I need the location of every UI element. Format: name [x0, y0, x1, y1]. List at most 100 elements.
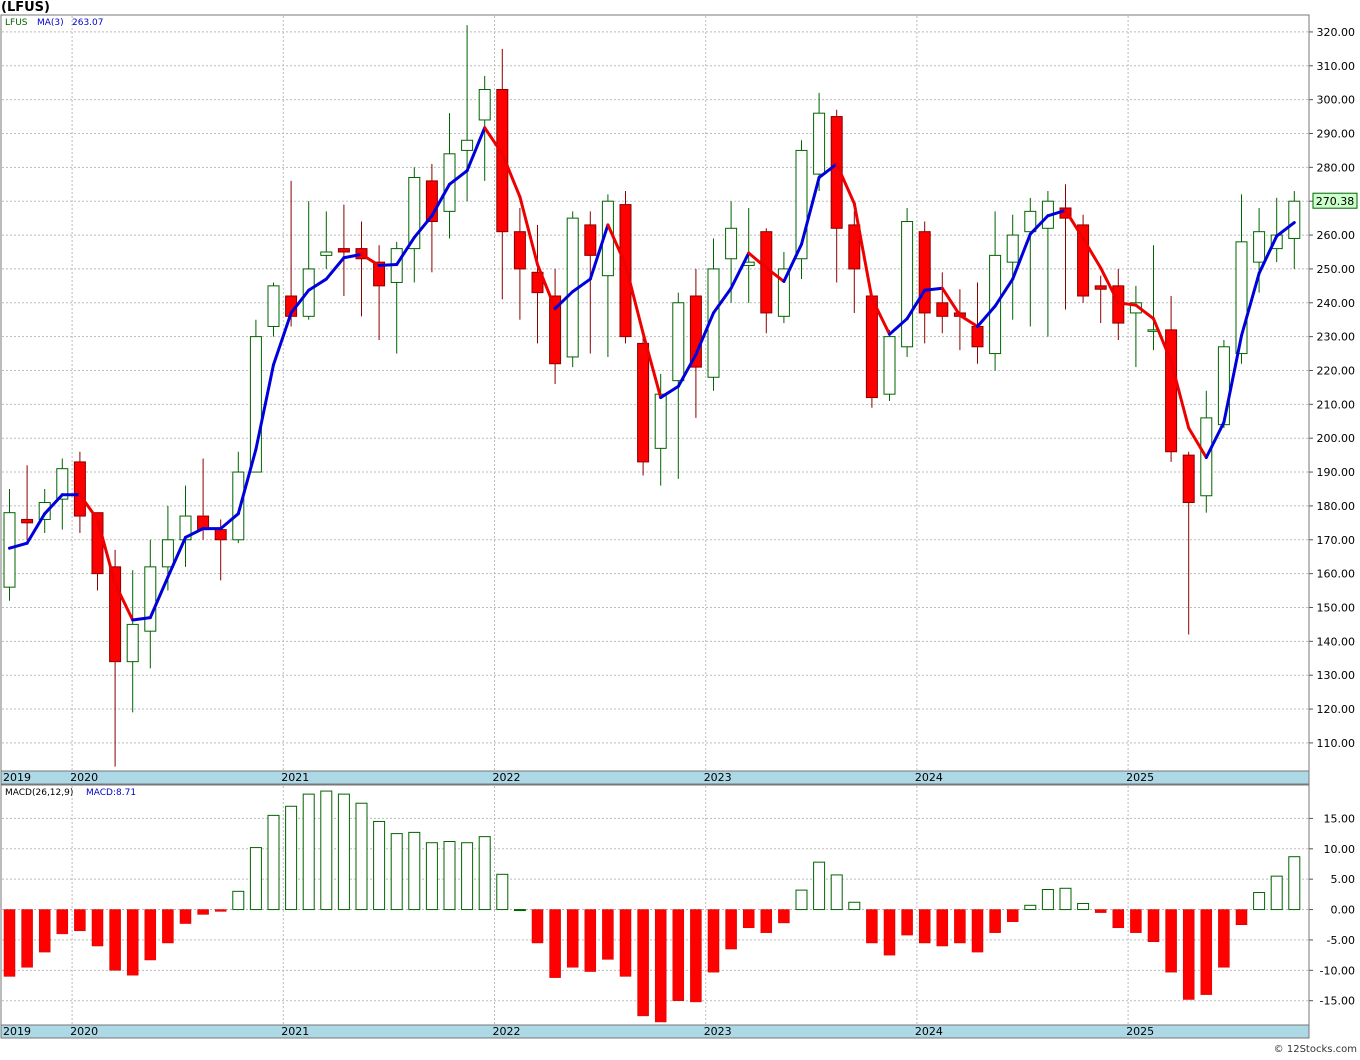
candle-body: [1217, 346, 1230, 426]
candle: [689, 268, 702, 418]
candle-body: [549, 295, 562, 365]
price-tick-label: 310.00: [1317, 60, 1356, 73]
ma-segment: [448, 169, 469, 186]
last-price-box: [1312, 192, 1358, 209]
candle-body: [936, 302, 949, 317]
ma-segment: [1204, 420, 1226, 459]
macd-bar: [918, 909, 931, 944]
ma-segment: [536, 263, 557, 311]
date-label: 2022: [493, 771, 521, 784]
ma-segment: [923, 286, 944, 292]
date-label: 2020: [70, 771, 98, 784]
candle-body: [373, 261, 386, 287]
macd-bar: [408, 831, 421, 911]
candle: [936, 272, 949, 334]
ma-segment: [764, 266, 786, 283]
ma-segment: [43, 493, 64, 516]
ma-segment: [993, 277, 1015, 308]
macd-tick-label: 0.00: [1331, 904, 1356, 917]
price-tick-label: 230.00: [1317, 331, 1356, 344]
candle-body: [144, 566, 157, 632]
watermark: © 12Stocks.com: [1274, 1044, 1357, 1055]
macd-bar: [901, 909, 913, 936]
macd-bar: [478, 836, 491, 911]
ma-segment: [976, 304, 997, 328]
macd-label: MACD(26,12,9): [5, 788, 73, 798]
ma-segment: [1152, 317, 1173, 363]
candle: [584, 211, 597, 354]
candle-body: [1288, 200, 1301, 239]
macd-bar: [285, 805, 298, 911]
date-label: 2021: [281, 771, 309, 784]
candle-body: [478, 88, 491, 121]
price-tick-label: 110.00: [1317, 737, 1356, 750]
ma-segment: [694, 311, 715, 357]
candle: [144, 539, 157, 669]
macd-bar: [866, 909, 878, 944]
macd-bar: [1235, 909, 1248, 925]
macd-bar: [267, 814, 280, 911]
macd-bar: [848, 901, 861, 911]
date-strip-top: [0, 770, 1310, 785]
ma-segment: [483, 126, 504, 156]
candle-body: [637, 342, 650, 463]
last-price-marker: 270.38: [1312, 192, 1358, 209]
ma-segment: [624, 263, 645, 335]
ma-segment: [1046, 208, 1067, 218]
ma-segment: [888, 317, 909, 336]
candle-body: [461, 139, 474, 151]
macd-bar: [1288, 856, 1301, 911]
macd-bar: [1041, 889, 1054, 911]
ma-segment: [1257, 234, 1279, 275]
price-tick-label: 150.00: [1317, 601, 1356, 614]
ma-segment: [835, 162, 856, 206]
date-label: 2025: [1126, 771, 1154, 784]
candle-body: [830, 116, 843, 229]
macd-bar: [830, 874, 843, 911]
macd-bar: [549, 909, 561, 978]
macd-bar: [725, 909, 737, 950]
ma-segment: [131, 616, 152, 622]
ma-segment: [1064, 208, 1085, 240]
macd-bar: [690, 909, 702, 1003]
candle-body: [337, 248, 350, 253]
ma-segment: [1099, 266, 1120, 305]
candle-body: [725, 227, 738, 260]
price-tick-label: 280.00: [1317, 161, 1356, 174]
macd-tick-label: -10.00: [1320, 964, 1355, 977]
macd-histogram: [3, 790, 1301, 1023]
ma-segment: [571, 277, 592, 294]
price-grid: [2, 16, 1308, 771]
candle-body: [777, 268, 790, 317]
macd-bar: [1165, 909, 1177, 973]
candle-body: [267, 285, 280, 327]
legend-ma-value: 263.07: [72, 18, 104, 28]
price-tick-label: 170.00: [1317, 534, 1356, 547]
ma-segment: [940, 286, 962, 317]
candle-body: [56, 468, 69, 500]
candle-body: [848, 224, 861, 270]
ma-segment: [782, 242, 803, 283]
ma-segment: [236, 447, 258, 516]
macd-bar: [443, 841, 456, 911]
candle: [1094, 275, 1107, 324]
candle: [373, 245, 386, 341]
candle: [267, 282, 280, 337]
candle-body: [813, 112, 826, 175]
candle-body: [1077, 224, 1090, 297]
candle: [73, 451, 86, 533]
candle-body: [918, 231, 931, 314]
ma-segment: [729, 251, 751, 290]
ma-segment: [800, 176, 821, 246]
ma-segment: [1081, 236, 1103, 270]
macd-tick-label: 15.00: [1324, 812, 1356, 825]
macd-bar: [566, 909, 579, 968]
macd-bar: [883, 909, 896, 956]
macd-bar: [778, 909, 790, 924]
ma-segment: [1116, 301, 1138, 307]
candle-body: [1235, 241, 1248, 355]
candle-body: [1253, 231, 1266, 263]
macd-bar: [373, 820, 386, 911]
chart-title: (LFUS): [1, 0, 50, 15]
candle-body: [795, 149, 808, 260]
